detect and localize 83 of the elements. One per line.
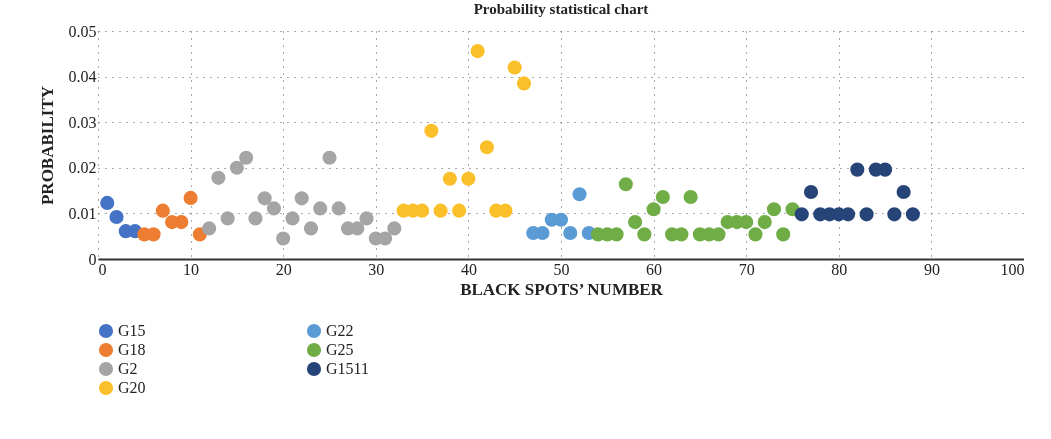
legend-label: G18	[118, 341, 146, 358]
y-tick-label: 0.04	[68, 68, 97, 86]
point	[859, 207, 874, 222]
point	[452, 203, 467, 218]
point	[229, 160, 244, 175]
point	[461, 171, 476, 186]
point	[442, 171, 457, 186]
x-tick-label: 30	[368, 260, 385, 278]
y-axis-title: PROBABILITY	[37, 85, 57, 206]
point	[766, 202, 782, 217]
point	[905, 207, 920, 222]
point	[433, 203, 448, 218]
point	[674, 227, 689, 242]
point	[507, 60, 522, 75]
point	[248, 211, 263, 226]
point	[618, 177, 633, 192]
point	[415, 203, 430, 218]
point	[757, 215, 772, 230]
legend-label: G2	[118, 360, 138, 377]
point	[535, 225, 550, 241]
point	[711, 227, 726, 242]
y-tick-label: 0.03	[68, 113, 97, 131]
point	[470, 44, 485, 59]
x-tick-label: 90	[923, 260, 940, 278]
point	[896, 184, 911, 200]
point	[572, 187, 587, 202]
point	[322, 150, 337, 165]
point	[266, 201, 282, 216]
x-tick-label: 10	[183, 260, 200, 278]
y-tick-label: 0.02	[68, 159, 97, 177]
point	[479, 140, 494, 155]
y-tick-label: 0.01	[68, 204, 97, 222]
point	[276, 231, 291, 246]
point	[637, 227, 652, 242]
point	[220, 211, 235, 226]
point	[202, 221, 217, 236]
chart-title: Probability statistical chart	[473, 1, 649, 17]
legend-label: G15	[118, 322, 146, 339]
point	[563, 225, 578, 241]
point	[424, 123, 439, 138]
point	[387, 221, 402, 236]
point	[211, 170, 226, 185]
x-tick-label: 70	[738, 260, 755, 278]
point	[803, 184, 819, 200]
point	[155, 203, 170, 218]
x-tick-label: 20	[275, 260, 292, 278]
point	[313, 201, 328, 216]
point	[794, 207, 809, 222]
x-tick-label: 40	[460, 260, 477, 278]
point	[498, 203, 513, 218]
x-tick-label: 80	[831, 260, 848, 278]
point	[878, 162, 893, 177]
point	[331, 201, 346, 216]
x-tick-label: 100	[1000, 260, 1025, 278]
point	[183, 190, 198, 205]
point	[100, 195, 115, 210]
x-tick-label: 60	[646, 260, 663, 278]
point	[294, 191, 309, 206]
legend-label: G25	[326, 341, 354, 358]
point	[776, 227, 791, 242]
point	[628, 215, 643, 230]
point	[646, 202, 661, 217]
point	[359, 211, 374, 226]
point	[285, 211, 300, 226]
x-tick-label: 50	[553, 260, 570, 278]
point	[174, 215, 189, 230]
legend-label: G22	[326, 322, 354, 339]
point	[516, 76, 532, 91]
point	[683, 189, 698, 205]
point	[748, 227, 763, 242]
legend-label: G20	[118, 379, 146, 396]
y-tick-label: 0.05	[68, 22, 97, 40]
point	[850, 162, 865, 177]
x-axis-title: BLACK SPOTS’ NUMBER	[460, 279, 664, 299]
point	[739, 215, 754, 230]
legend-label: G1511	[326, 360, 369, 377]
point	[350, 221, 365, 236]
point	[109, 209, 124, 225]
point	[257, 191, 272, 206]
point	[303, 221, 319, 236]
point	[655, 189, 670, 205]
point	[239, 150, 254, 165]
point	[887, 207, 902, 222]
